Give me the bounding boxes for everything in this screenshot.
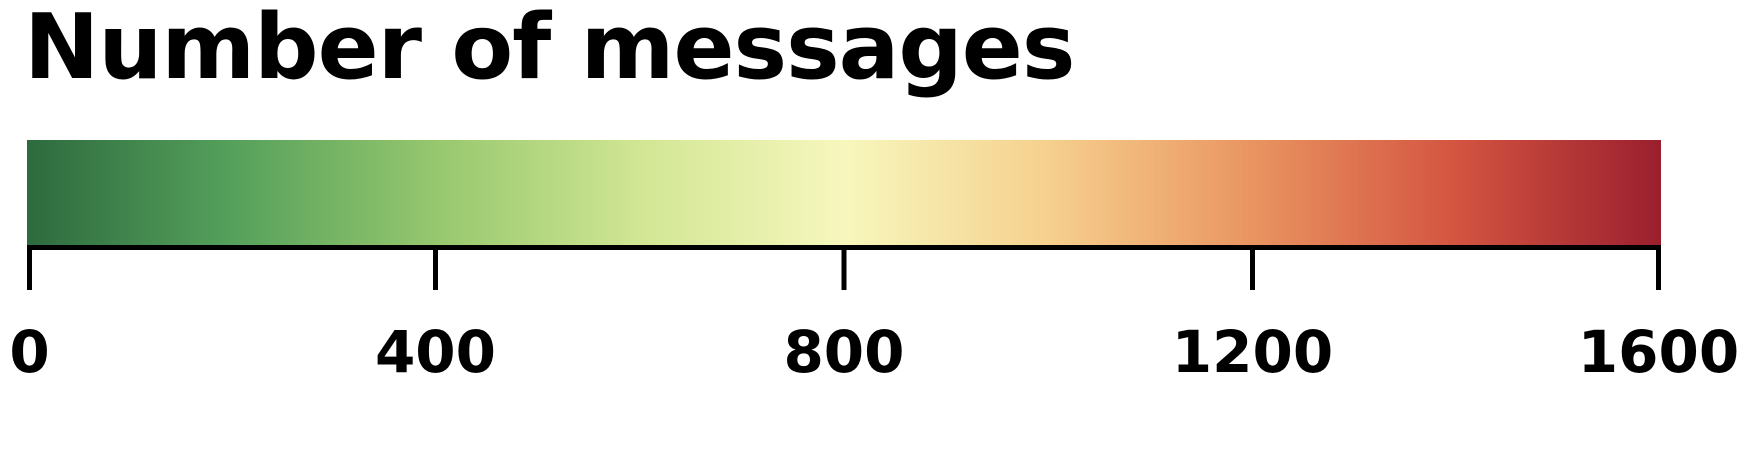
tick-label-400: 400 — [375, 318, 496, 386]
tick-label-1600: 1600 — [1578, 318, 1739, 386]
colorbar-ticks — [27, 247, 1661, 290]
tick-label-800: 800 — [783, 318, 904, 386]
tick-label-1200: 1200 — [1172, 318, 1333, 386]
colorbar-gradient — [27, 140, 1661, 245]
colorbar-tick-labels: 0 400 800 1200 1600 — [9, 318, 1739, 386]
tick-label-0: 0 — [9, 318, 49, 386]
legend-title: Number of messages — [24, 0, 1075, 100]
